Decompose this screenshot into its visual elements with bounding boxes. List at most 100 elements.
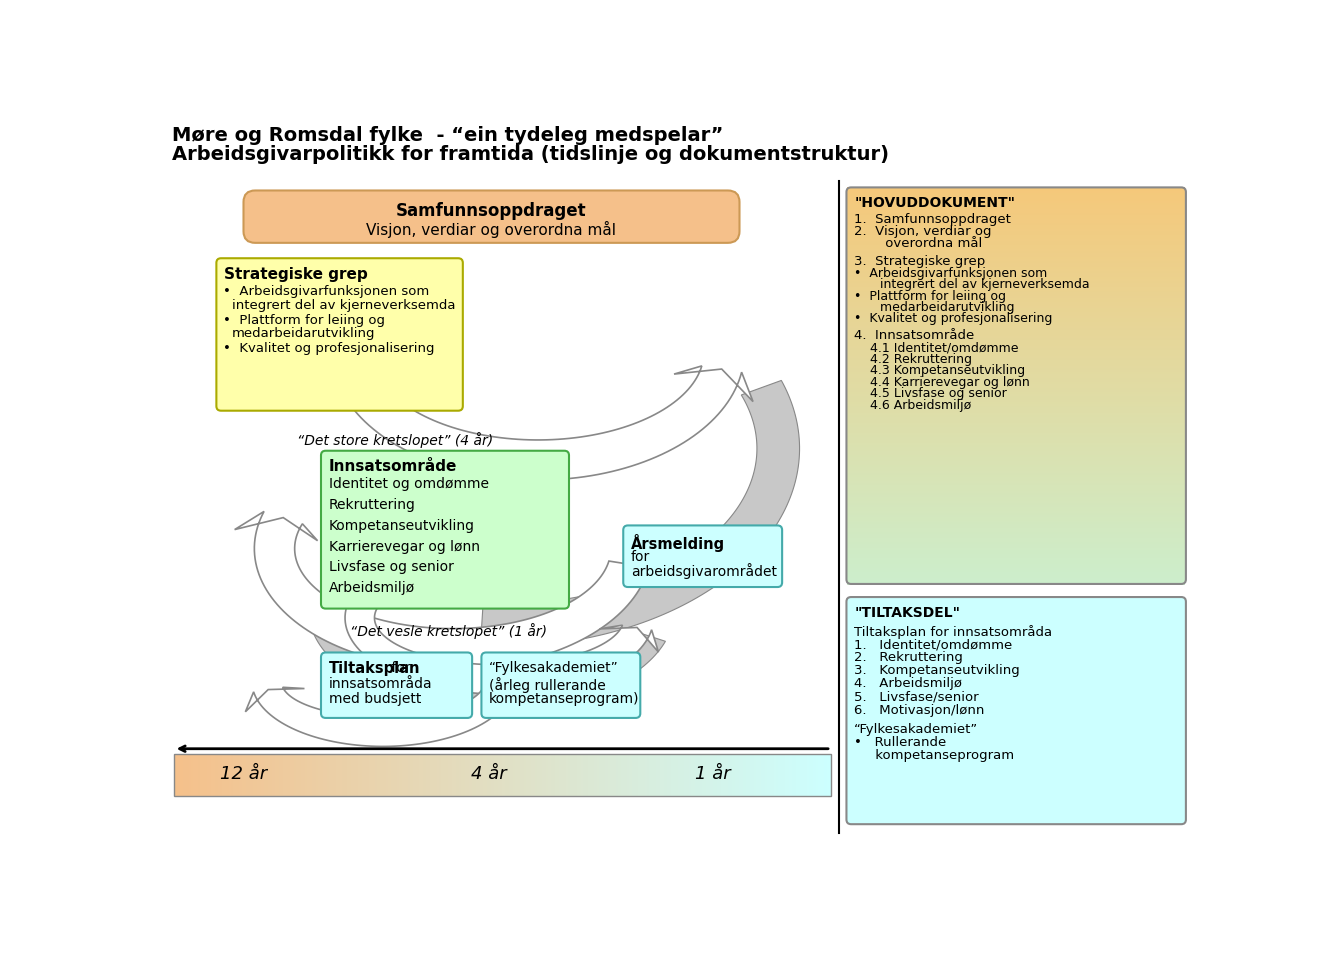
- Bar: [644, 755, 648, 796]
- Bar: [333, 755, 336, 796]
- Bar: [847, 268, 1185, 271]
- Bar: [847, 341, 1185, 343]
- FancyBboxPatch shape: [216, 259, 463, 412]
- Bar: [847, 489, 1185, 492]
- Bar: [847, 529, 1185, 532]
- Bar: [394, 755, 398, 796]
- Bar: [847, 432, 1185, 435]
- Bar: [471, 755, 474, 796]
- Text: Møre og Romsdal fylke  - “ein tydeleg medspelar”: Møre og Romsdal fylke - “ein tydeleg med…: [173, 126, 724, 145]
- Bar: [847, 325, 1185, 328]
- Bar: [214, 755, 216, 796]
- Bar: [482, 755, 486, 796]
- Bar: [535, 755, 538, 796]
- Bar: [353, 755, 356, 796]
- Bar: [268, 755, 271, 796]
- Bar: [847, 406, 1185, 409]
- Bar: [847, 270, 1185, 273]
- Bar: [826, 755, 830, 796]
- Bar: [847, 299, 1185, 302]
- Bar: [847, 301, 1185, 304]
- Bar: [279, 755, 282, 796]
- Bar: [847, 261, 1185, 264]
- Bar: [847, 457, 1185, 460]
- Bar: [754, 755, 757, 796]
- Bar: [224, 755, 227, 796]
- Bar: [847, 382, 1185, 385]
- Bar: [259, 755, 262, 796]
- Bar: [847, 283, 1185, 286]
- Bar: [847, 311, 1185, 314]
- Bar: [558, 755, 560, 796]
- Bar: [708, 755, 712, 796]
- Bar: [847, 426, 1185, 429]
- Bar: [721, 755, 724, 796]
- Bar: [847, 204, 1185, 207]
- Bar: [566, 755, 568, 796]
- Bar: [588, 755, 591, 796]
- Bar: [847, 275, 1185, 278]
- Bar: [847, 414, 1185, 416]
- Bar: [847, 240, 1185, 242]
- Bar: [847, 336, 1185, 339]
- Bar: [847, 577, 1185, 579]
- Bar: [633, 755, 636, 796]
- Bar: [704, 755, 706, 796]
- Text: 4 år: 4 år: [471, 764, 507, 782]
- Bar: [185, 755, 187, 796]
- Text: 4.4 Karrierevegar og lønn: 4.4 Karrierevegar og lønn: [854, 375, 1031, 388]
- Bar: [288, 755, 291, 796]
- Bar: [847, 428, 1185, 431]
- Bar: [847, 513, 1185, 516]
- Bar: [847, 194, 1185, 197]
- Bar: [292, 755, 295, 796]
- Bar: [201, 755, 203, 796]
- Text: Samfunnsoppdraget: Samfunnsoppdraget: [396, 202, 587, 220]
- Bar: [231, 755, 234, 796]
- Bar: [847, 295, 1185, 298]
- Bar: [847, 578, 1185, 581]
- Bar: [502, 755, 506, 796]
- Bar: [847, 412, 1185, 415]
- Bar: [388, 755, 392, 796]
- Bar: [441, 755, 444, 796]
- Bar: [276, 755, 280, 796]
- Bar: [847, 395, 1185, 397]
- Bar: [847, 416, 1185, 418]
- Bar: [586, 755, 588, 796]
- Bar: [847, 436, 1185, 438]
- Bar: [347, 755, 349, 796]
- Bar: [847, 196, 1185, 199]
- Bar: [847, 378, 1185, 381]
- Bar: [248, 755, 251, 796]
- Bar: [847, 527, 1185, 530]
- Bar: [847, 335, 1185, 337]
- Bar: [847, 509, 1185, 512]
- Bar: [450, 755, 453, 796]
- Bar: [847, 479, 1185, 482]
- Bar: [847, 371, 1185, 374]
- Bar: [847, 305, 1185, 308]
- Bar: [744, 755, 746, 796]
- Bar: [657, 755, 661, 796]
- Bar: [323, 755, 325, 796]
- Bar: [847, 388, 1185, 391]
- Bar: [847, 380, 1185, 383]
- Bar: [758, 755, 762, 796]
- Text: “Fylkesakademiet”: “Fylkesakademiet”: [489, 660, 619, 675]
- Bar: [847, 212, 1185, 214]
- Bar: [669, 755, 672, 796]
- Bar: [437, 755, 440, 796]
- Bar: [791, 755, 794, 796]
- Bar: [625, 755, 628, 796]
- Bar: [592, 755, 595, 796]
- Text: 4.3 Kompetanseutvikling: 4.3 Kompetanseutvikling: [854, 364, 1025, 376]
- Bar: [847, 321, 1185, 324]
- Bar: [770, 755, 773, 796]
- Bar: [343, 755, 345, 796]
- Bar: [847, 202, 1185, 205]
- Bar: [434, 755, 437, 796]
- Bar: [847, 246, 1185, 249]
- Bar: [701, 755, 705, 796]
- Bar: [847, 461, 1185, 464]
